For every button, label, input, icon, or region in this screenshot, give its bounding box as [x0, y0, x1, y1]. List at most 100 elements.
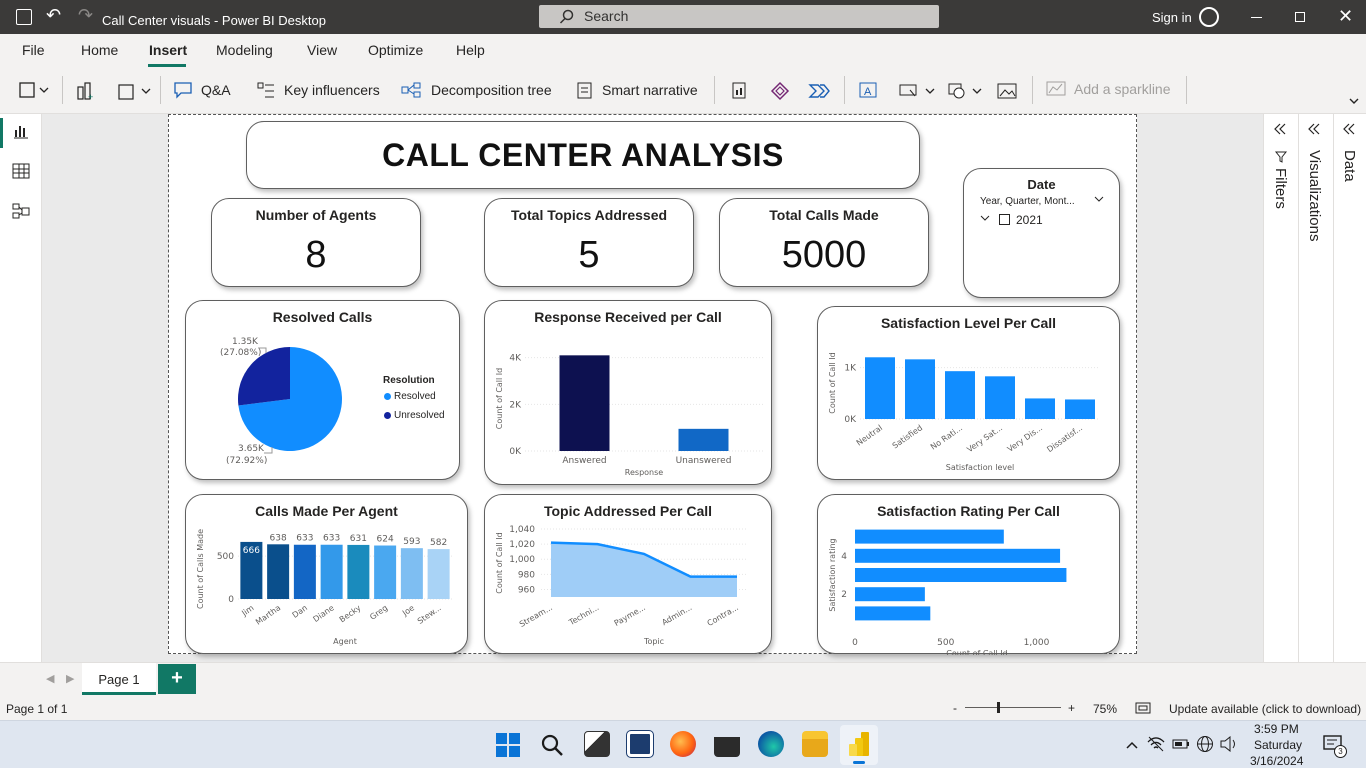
y-tick-label: 1,020: [509, 540, 535, 550]
zoom-slider-thumb[interactable]: [997, 702, 1000, 713]
menu-file[interactable]: File: [22, 42, 45, 58]
clock-time[interactable]: 3:59 PM: [1254, 722, 1299, 736]
report-title-card[interactable]: CALL CENTER ANALYSIS: [246, 121, 920, 189]
language-globe-icon[interactable]: [1196, 735, 1214, 753]
topic-addressed-card[interactable]: Topic Addressed Per Call 960 980 1,000 1,02…: [484, 494, 772, 654]
task-view-icon[interactable]: [584, 731, 610, 757]
slicer-hierarchy: Year, Quarter, Mont...: [980, 196, 1075, 207]
firefox-icon[interactable]: [670, 731, 696, 757]
x-axis-title: Satisfaction level: [946, 463, 1015, 472]
update-available-link[interactable]: Update available (click to download): [1169, 702, 1362, 716]
satisfaction-rating-card[interactable]: Satisfaction Rating Per Call 2 4 0 500 1,000…: [817, 494, 1120, 655]
text-box-icon[interactable]: A: [858, 81, 878, 99]
page-tab-1[interactable]: Page 1: [82, 663, 156, 695]
smart-narrative-button[interactable]: Smart narrative: [576, 81, 698, 99]
menu-home[interactable]: Home: [81, 42, 119, 58]
power-apps-icon[interactable]: [770, 81, 790, 101]
calls-per-agent-card[interactable]: Calls Made Per Agent 0 500 Jim 666 Martha 638…: [185, 494, 468, 654]
search-icon[interactable]: [540, 733, 564, 757]
menu-modeling[interactable]: Modeling: [216, 42, 273, 58]
redo-icon[interactable]: ↷: [78, 5, 94, 25]
search-box[interactable]: Search: [539, 5, 939, 28]
bar-4: [347, 544, 370, 599]
new-visual-icon[interactable]: [18, 80, 50, 100]
save-icon[interactable]: [16, 9, 32, 25]
expand-data-icon[interactable]: [1342, 122, 1356, 136]
power-automate-icon[interactable]: [808, 81, 830, 101]
bar-1: [678, 428, 729, 451]
table-view-icon[interactable]: [12, 162, 30, 180]
menu-view[interactable]: View: [307, 42, 338, 58]
edge-icon[interactable]: [758, 731, 784, 757]
undo-icon[interactable]: ↶: [46, 5, 62, 25]
shapes-dropdown-icon[interactable]: [947, 81, 985, 101]
expand-visualizations-icon[interactable]: [1307, 122, 1321, 136]
kpi-card-calls[interactable]: Total Calls Made 5000: [719, 198, 929, 287]
decomposition-tree-button[interactable]: Decomposition tree: [401, 81, 552, 99]
expand-filters-icon[interactable]: [1273, 122, 1287, 136]
satisfaction-rating-chart: 2 4 0 500 1,000 Count of Call Id Satisfaction …: [828, 529, 1067, 655]
notifications-icon[interactable]: [1323, 735, 1343, 753]
zoom-level[interactable]: 75%: [1093, 702, 1118, 716]
menu-optimize[interactable]: Optimize: [368, 42, 424, 58]
menu-insert[interactable]: Insert: [149, 42, 188, 58]
expand-chevron-icon[interactable]: [980, 214, 990, 222]
menu-help[interactable]: Help: [456, 42, 485, 58]
kpi-card-agents[interactable]: Number of Agents 8: [211, 198, 421, 287]
filters-pane-label[interactable]: Filters: [1272, 168, 1289, 209]
power-bi-taskbar-button[interactable]: [840, 725, 878, 765]
x-tick-label: Payme...: [613, 603, 647, 628]
report-view-icon[interactable]: [12, 122, 30, 140]
visualizations-pane-label[interactable]: Visualizations: [1306, 150, 1323, 242]
resolved-calls-card[interactable]: Resolved Calls 1.35K (27.08%) 3.65K (72.92%…: [185, 300, 460, 480]
file-explorer-icon[interactable]: [802, 731, 828, 757]
filter-icon: [1274, 151, 1288, 163]
chevron-up-icon[interactable]: [1126, 740, 1138, 750]
widgets-icon[interactable]: [626, 730, 654, 758]
x-tick-label: Stream...: [518, 603, 554, 629]
data-pane-label[interactable]: Data: [1341, 150, 1358, 182]
chevron-down-icon[interactable]: [1094, 195, 1104, 203]
pane-divider: [1333, 114, 1334, 662]
buttons-dropdown-icon[interactable]: [898, 81, 936, 101]
x-tick-label: Contra...: [706, 603, 740, 628]
zoom-in-button[interactable]: +: [1068, 701, 1076, 715]
x-tick-label: 500: [937, 638, 954, 648]
account-icon[interactable]: [1199, 7, 1219, 27]
windows-start-icon[interactable]: [496, 733, 520, 757]
close-icon[interactable]: ✕: [1338, 6, 1354, 26]
restore-icon[interactable]: [1295, 12, 1305, 22]
network-icon[interactable]: [1147, 736, 1165, 752]
image-icon[interactable]: [996, 81, 1018, 101]
fit-to-page-icon[interactable]: [1135, 701, 1151, 715]
model-view-icon[interactable]: [12, 202, 30, 220]
paginated-report-icon[interactable]: [730, 81, 748, 99]
next-page-icon[interactable]: ▶: [66, 673, 75, 685]
volume-icon[interactable]: [1219, 736, 1239, 752]
date-slicer[interactable]: Date Year, Quarter, Mont... 2021: [963, 168, 1120, 298]
slicer-checkbox[interactable]: [999, 214, 1010, 225]
store-icon[interactable]: [714, 731, 740, 757]
zoom-slider[interactable]: [965, 707, 1061, 708]
area-line: [550, 541, 737, 578]
add-page-button[interactable]: +: [158, 664, 196, 694]
add-sparkline-button[interactable]: Add a sparkline: [1046, 81, 1171, 97]
prev-page-icon[interactable]: ◀: [46, 673, 55, 685]
zoom-out-button[interactable]: -: [953, 701, 957, 715]
response-received-card[interactable]: Response Received per Call 0K 2K 4K Answere…: [484, 300, 772, 485]
smart-narrative-label: Smart narrative: [602, 82, 698, 98]
clock-date[interactable]: 3/16/2024: [1250, 754, 1304, 768]
battery-icon[interactable]: [1172, 738, 1190, 750]
clock-day[interactable]: Saturday: [1254, 738, 1303, 752]
bar-5: [374, 545, 397, 599]
button-visual-icon[interactable]: +: [76, 81, 98, 101]
kpi-card-topics[interactable]: Total Topics Addressed 5: [484, 198, 694, 287]
chart-title: Resolved Calls: [272, 309, 373, 325]
sign-in-link[interactable]: Sign in: [1152, 10, 1192, 25]
minimize-icon[interactable]: [1251, 17, 1262, 18]
qa-button[interactable]: Q&A: [173, 81, 231, 99]
ribbon-collapse-icon[interactable]: [1348, 96, 1360, 106]
key-influencers-button[interactable]: Key influencers: [256, 81, 380, 99]
satisfaction-level-card[interactable]: Satisfaction Level Per Call 0K 1K Neutral S…: [817, 306, 1120, 480]
more-visuals-icon[interactable]: [116, 81, 152, 101]
